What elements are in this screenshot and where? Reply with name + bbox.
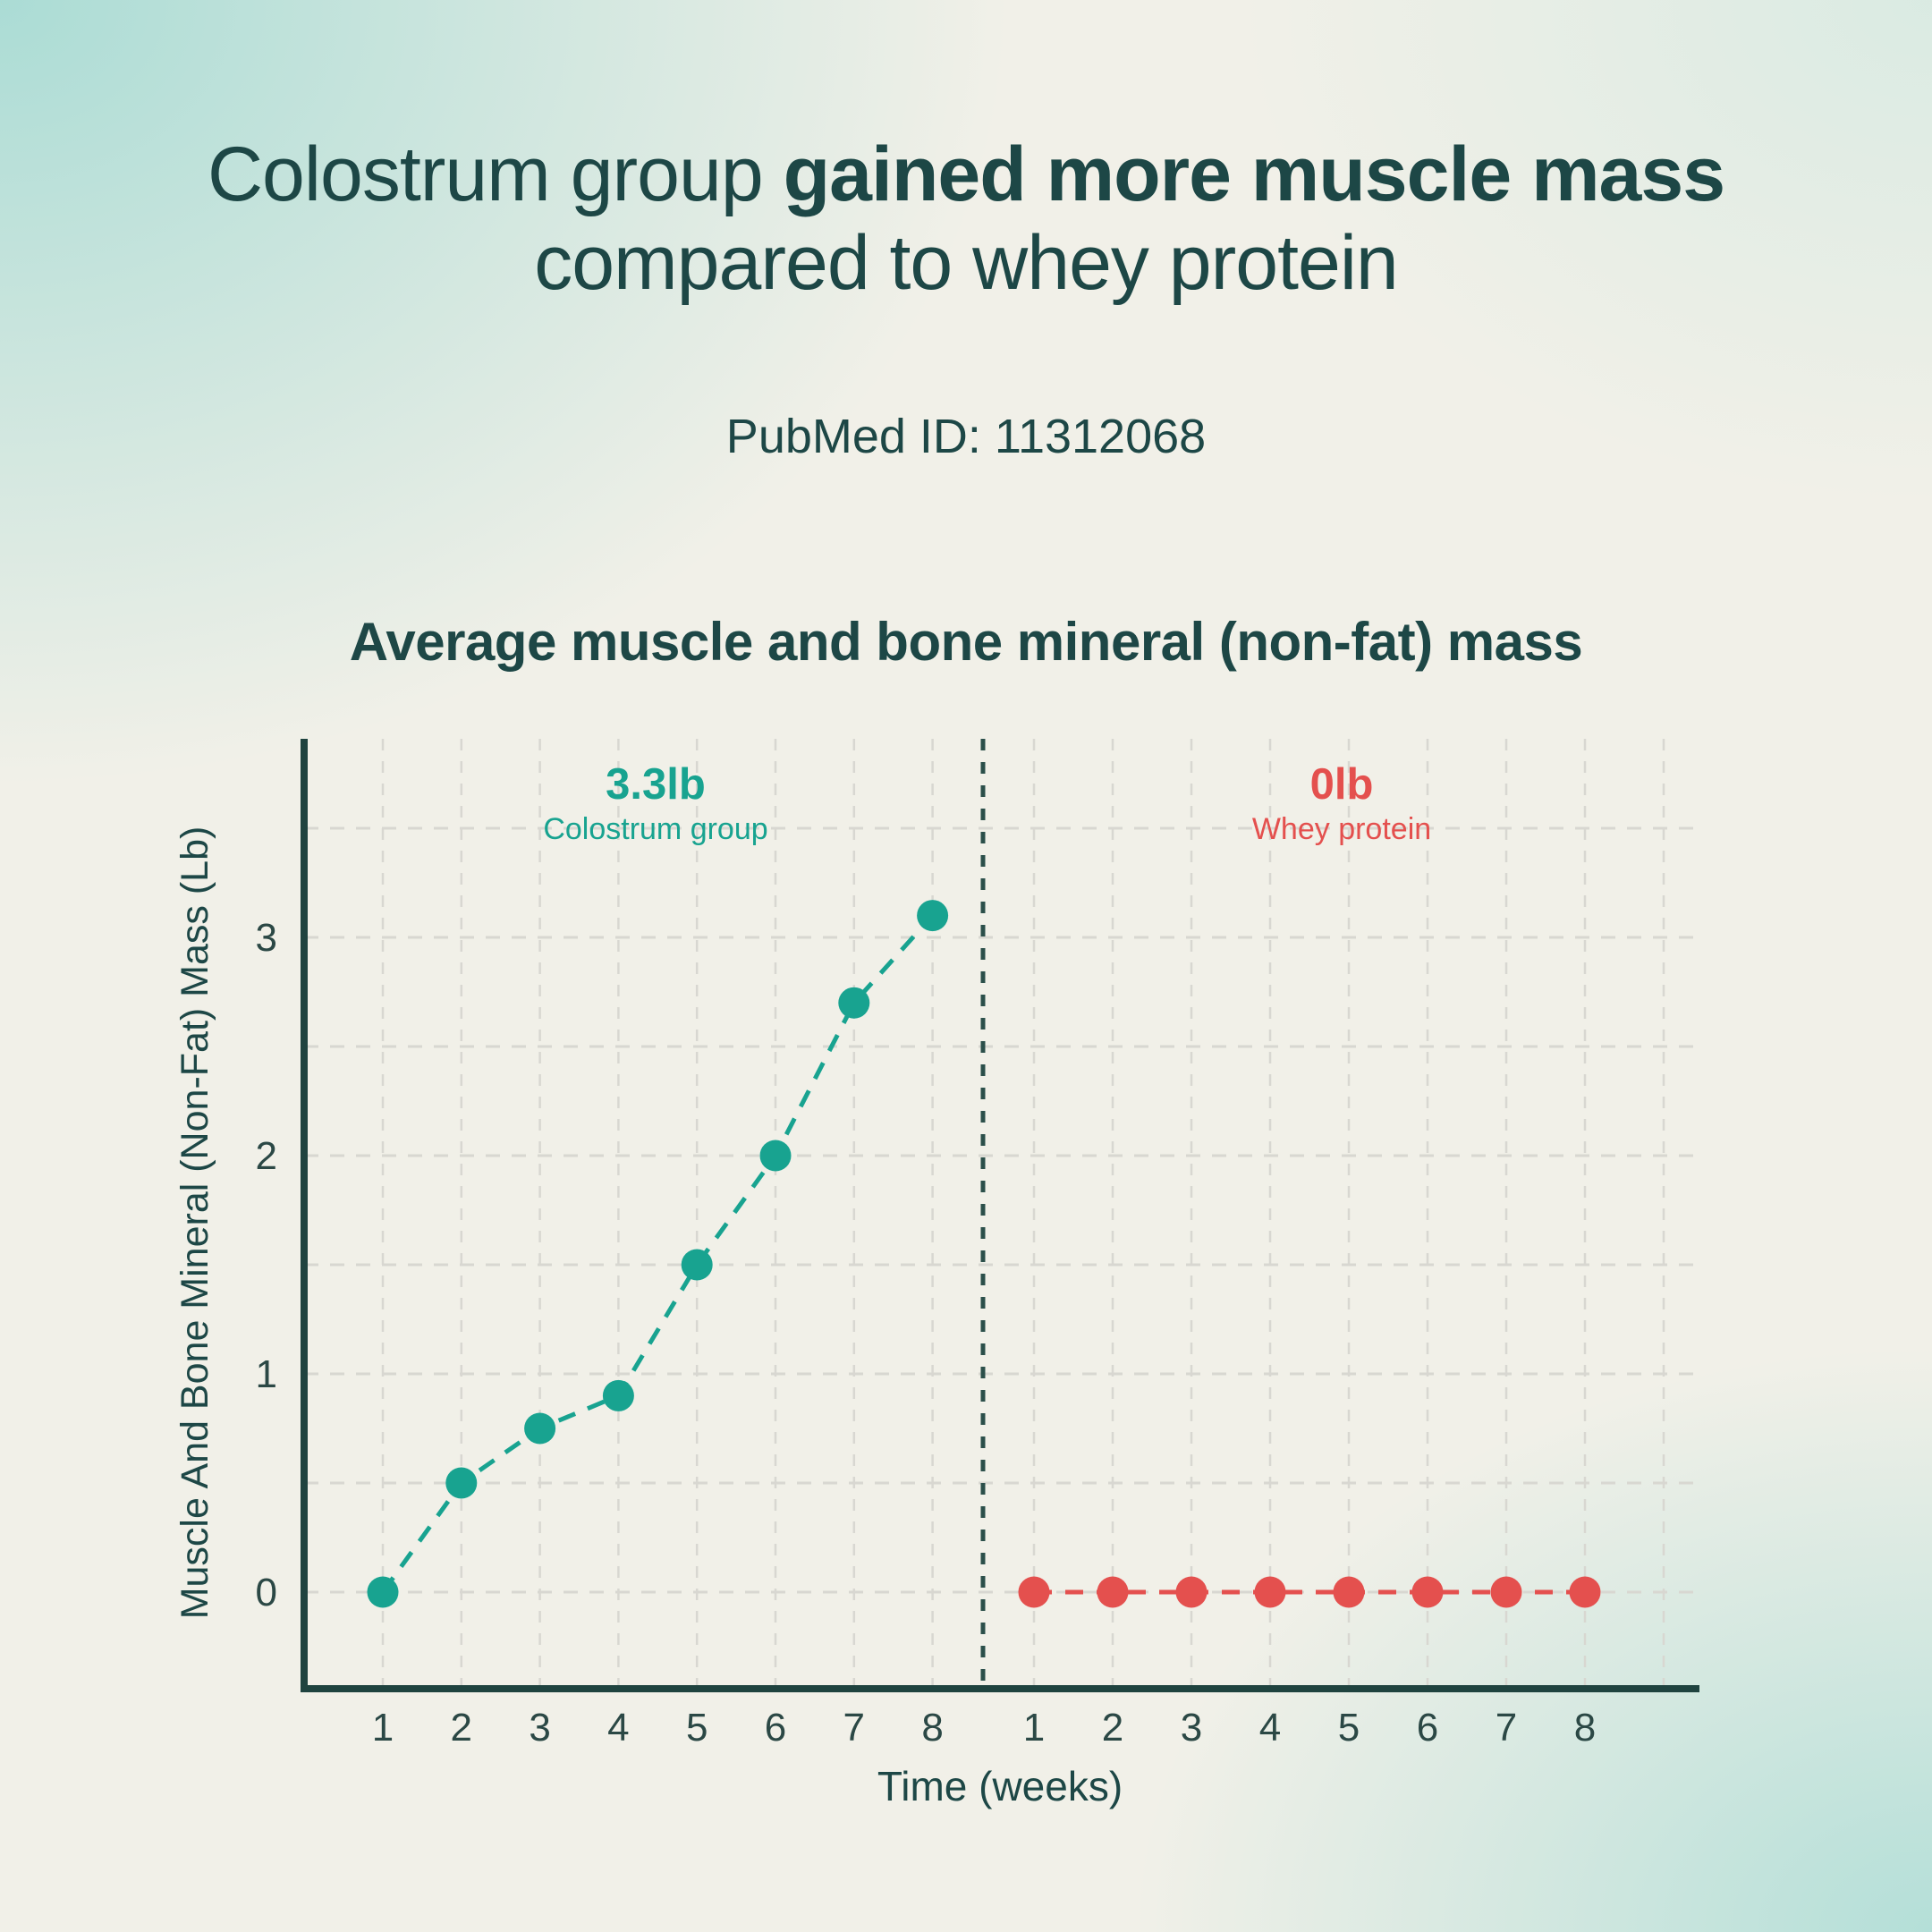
- whey-annotation-value: 0lb: [1309, 760, 1374, 809]
- whey-annotation: 0lb Whey protein: [1252, 760, 1431, 846]
- data-point: [838, 987, 870, 1019]
- colostrum-annotation: 3.3lb Colostrum group: [543, 760, 767, 846]
- data-point: [759, 1140, 792, 1172]
- y-tick-label: 0: [256, 1571, 277, 1614]
- colostrum-annotation-value: 3.3lb: [606, 760, 706, 809]
- x-tick-label: 6: [765, 1706, 786, 1750]
- series-layer: [367, 900, 1601, 1608]
- colostrum-annotation-label: Colostrum group: [543, 812, 768, 846]
- x-tick-label: 7: [843, 1706, 865, 1750]
- page-title-bold: gained more muscle mass: [783, 131, 1725, 217]
- y-tick-label: 1: [256, 1352, 277, 1396]
- y-tick-label: 3: [256, 916, 277, 960]
- page-title-regular: Colostrum group: [207, 131, 784, 217]
- x-tick-label: 2: [451, 1706, 472, 1750]
- y-tick-label: 2: [256, 1134, 277, 1178]
- x-tick-label: 5: [686, 1706, 708, 1750]
- series-line-left: [380, 913, 935, 1594]
- data-point: [1018, 1576, 1050, 1608]
- data-point: [1175, 1576, 1208, 1608]
- x-axis-label: Time (weeks): [877, 1763, 1123, 1809]
- x-tick-label: 3: [1181, 1706, 1202, 1750]
- x-tick-label: 6: [1417, 1706, 1438, 1750]
- x-tick-label: 8: [1574, 1706, 1596, 1750]
- data-point: [681, 1249, 713, 1281]
- data-point: [1569, 1576, 1601, 1608]
- x-tick-label: 5: [1338, 1706, 1360, 1750]
- grid-layer: [304, 739, 1699, 1689]
- axis-lines: [301, 739, 1699, 1692]
- x-tick-label: 3: [529, 1706, 550, 1750]
- data-point: [602, 1379, 634, 1411]
- data-point: [917, 900, 949, 932]
- pubmed-source: PubMed ID: 11312068: [725, 410, 1207, 463]
- x-tick-label: 8: [921, 1706, 943, 1750]
- data-point: [445, 1467, 478, 1499]
- whey-annotation-label: Whey protein: [1251, 812, 1432, 846]
- data-point: [1254, 1576, 1286, 1608]
- page-title-line2: compared to whey protein: [534, 220, 1399, 306]
- data-point: [367, 1576, 399, 1608]
- data-point: [1490, 1576, 1522, 1608]
- x-tick-label: 1: [372, 1706, 394, 1750]
- x-tick-label: 2: [1102, 1706, 1123, 1750]
- page-title: Colostrum group gained more muscle mass …: [0, 131, 1932, 308]
- data-point: [1097, 1576, 1129, 1608]
- data-point: [1411, 1576, 1444, 1608]
- tick-labels-layer: 0 1 2 3 1 2 3 4 5 6 7 8 1 2 3 4 5 6 7 8: [256, 916, 1597, 1750]
- data-point: [524, 1412, 556, 1445]
- chart-title: Average muscle and bone mineral (non-fat…: [349, 612, 1583, 672]
- x-tick-label: 1: [1023, 1706, 1045, 1750]
- y-axis-label: Muscle And Bone Mineral (Non-Fat) Mass (…: [174, 826, 216, 1620]
- x-tick-label: 4: [1259, 1706, 1281, 1750]
- x-tick-label: 7: [1496, 1706, 1517, 1750]
- data-point: [1333, 1576, 1365, 1608]
- x-tick-label: 4: [607, 1706, 629, 1750]
